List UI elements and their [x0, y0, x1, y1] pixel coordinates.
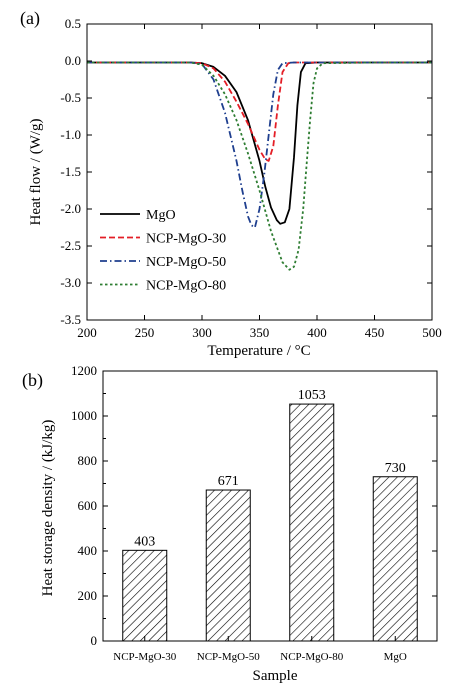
y-tick-label-a: -1.0 [60, 127, 81, 142]
data-label-3: 1053 [298, 388, 326, 403]
y-tick-label-b: 1000 [71, 408, 97, 423]
plot-frame-a [86, 23, 433, 321]
x-tick-label-a: 200 [77, 325, 97, 340]
data-label-2: 671 [218, 474, 239, 489]
category-label-4: MgO [384, 651, 407, 663]
y-tick-label-b: 600 [78, 498, 98, 513]
category-label-3: NCP-MgO-80 [280, 651, 343, 663]
series-line-4 [87, 61, 432, 271]
x-axis-label-b: Sample [253, 668, 298, 684]
y-axis-label-a: Heat flow / (W/g) [28, 118, 44, 225]
y-tick-label-b: 200 [78, 588, 98, 603]
bar-ncp-mgo-30 [122, 549, 168, 642]
y-tick-label-a: -0.5 [60, 90, 81, 105]
legend-label-3: NCP-MgO-50 [146, 255, 226, 270]
series-line-3 [87, 61, 432, 229]
heat-flow-chart: (a) 200 250 300 350 400 450 500 -3.5 -3.0 -2.5 -2.… [20, 8, 442, 359]
series-line-1 [87, 61, 432, 225]
panel-label-a: (a) [20, 8, 40, 29]
heat-storage-chart: (b) 403 671 1053 730 0 200 400 600 800 1000 1200 N… [22, 363, 438, 684]
y-tick-label-a: -3.5 [60, 312, 81, 327]
legend-label-2: NCP-MgO-30 [146, 232, 226, 247]
y-axis-label-b: Heat storage density / (kJ/kg) [40, 420, 56, 597]
bar-mgo [372, 476, 418, 642]
y-tick-label-b: 1200 [71, 363, 97, 378]
bar-ncp-mgo-50 [205, 489, 251, 642]
x-axis-label-a: Temperature / °C [207, 343, 310, 359]
category-label-2: NCP-MgO-50 [197, 651, 260, 663]
x-tick-label-a: 250 [135, 325, 155, 340]
y-tick-label-a: -3.0 [60, 275, 81, 290]
x-tick-label-a: 350 [250, 325, 270, 340]
category-label-1: NCP-MgO-30 [113, 651, 176, 663]
legend-label-4: NCP-MgO-80 [146, 279, 226, 294]
data-label-4: 730 [385, 461, 406, 476]
y-tick-label-b: 0 [91, 633, 98, 648]
x-tick-label-a: 300 [192, 325, 212, 340]
legend-label-1: MgO [146, 208, 176, 223]
x-tick-label-a: 500 [422, 325, 442, 340]
bar-ncp-mgo-80 [289, 403, 335, 642]
y-tick-label-a: 0.0 [65, 53, 81, 68]
legend: MgO NCP-MgO-30 NCP-MgO-50 NCP-MgO-80 [100, 208, 226, 294]
x-tick-label-a: 450 [365, 325, 385, 340]
y-tick-label-a: 0.5 [65, 16, 81, 31]
y-tick-label-a: -2.0 [60, 201, 81, 216]
y-tick-label-b: 400 [78, 543, 98, 558]
x-tick-label-a: 400 [307, 325, 327, 340]
y-tick-label-a: -2.5 [60, 238, 81, 253]
data-label-1: 403 [134, 534, 155, 549]
y-tick-label-b: 800 [78, 453, 98, 468]
y-tick-label-a: -1.5 [60, 164, 81, 179]
series-line-2 [87, 61, 432, 162]
panel-label-b: (b) [22, 370, 43, 391]
